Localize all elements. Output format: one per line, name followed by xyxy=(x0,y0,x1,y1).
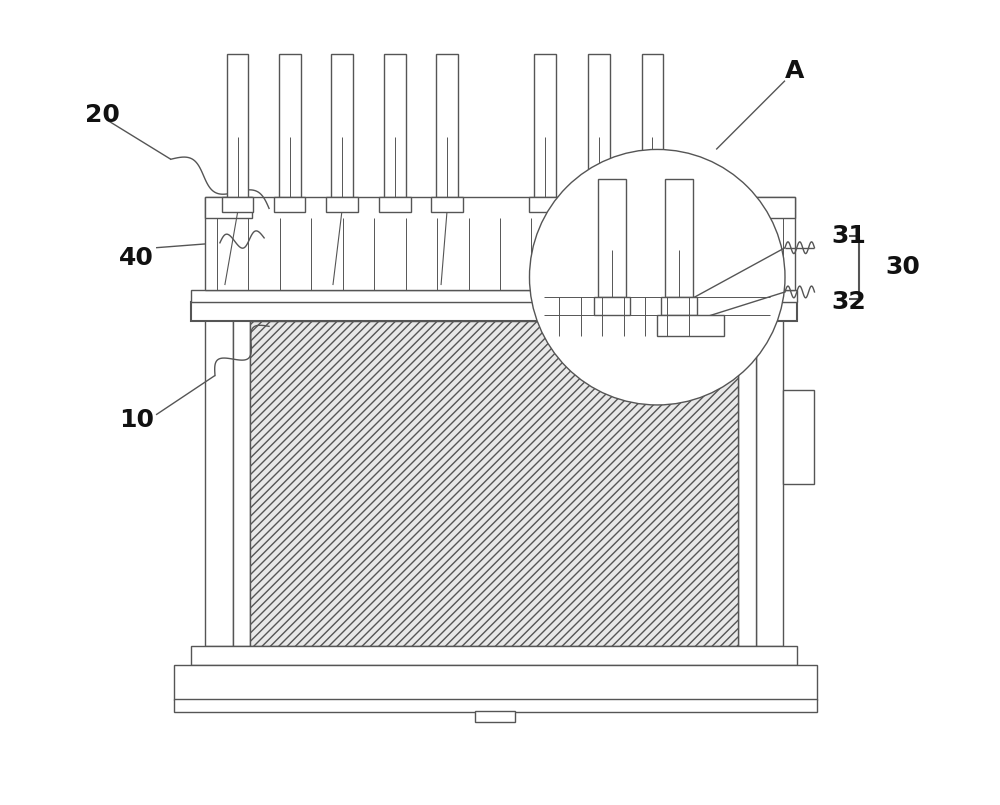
Bar xyxy=(205,196,252,218)
Text: 32: 32 xyxy=(832,290,866,314)
Bar xyxy=(250,321,738,646)
Text: 40: 40 xyxy=(119,246,154,270)
Bar xyxy=(436,54,458,196)
Bar xyxy=(326,196,358,213)
Bar xyxy=(222,196,253,213)
Text: 10: 10 xyxy=(119,407,154,431)
Bar xyxy=(475,711,515,722)
Bar xyxy=(534,54,556,196)
Bar xyxy=(642,54,663,196)
Text: 31: 31 xyxy=(831,224,866,248)
Bar xyxy=(657,315,724,336)
Bar xyxy=(174,699,817,712)
Text: A: A xyxy=(785,59,805,83)
Bar xyxy=(274,196,305,213)
Bar xyxy=(191,290,797,302)
Bar xyxy=(379,196,411,213)
Bar xyxy=(594,297,630,315)
Bar xyxy=(598,179,626,297)
Bar xyxy=(384,54,406,196)
Bar xyxy=(584,196,615,213)
Bar xyxy=(205,196,795,290)
Bar xyxy=(279,54,301,196)
Bar xyxy=(637,196,668,213)
Bar xyxy=(748,196,795,218)
Bar xyxy=(233,312,250,646)
Circle shape xyxy=(529,150,785,405)
Bar xyxy=(588,54,610,196)
Bar xyxy=(227,54,248,196)
Bar xyxy=(665,179,693,297)
Bar xyxy=(191,646,797,666)
Bar xyxy=(205,312,233,646)
Bar xyxy=(331,54,353,196)
Bar xyxy=(738,312,756,646)
Text: 30: 30 xyxy=(885,255,920,279)
Bar xyxy=(191,302,797,321)
Bar xyxy=(783,390,814,484)
Bar xyxy=(661,297,697,315)
Bar xyxy=(529,196,561,213)
Bar xyxy=(431,196,463,213)
Text: 20: 20 xyxy=(85,103,119,127)
Bar xyxy=(174,666,817,700)
Bar xyxy=(756,312,783,646)
